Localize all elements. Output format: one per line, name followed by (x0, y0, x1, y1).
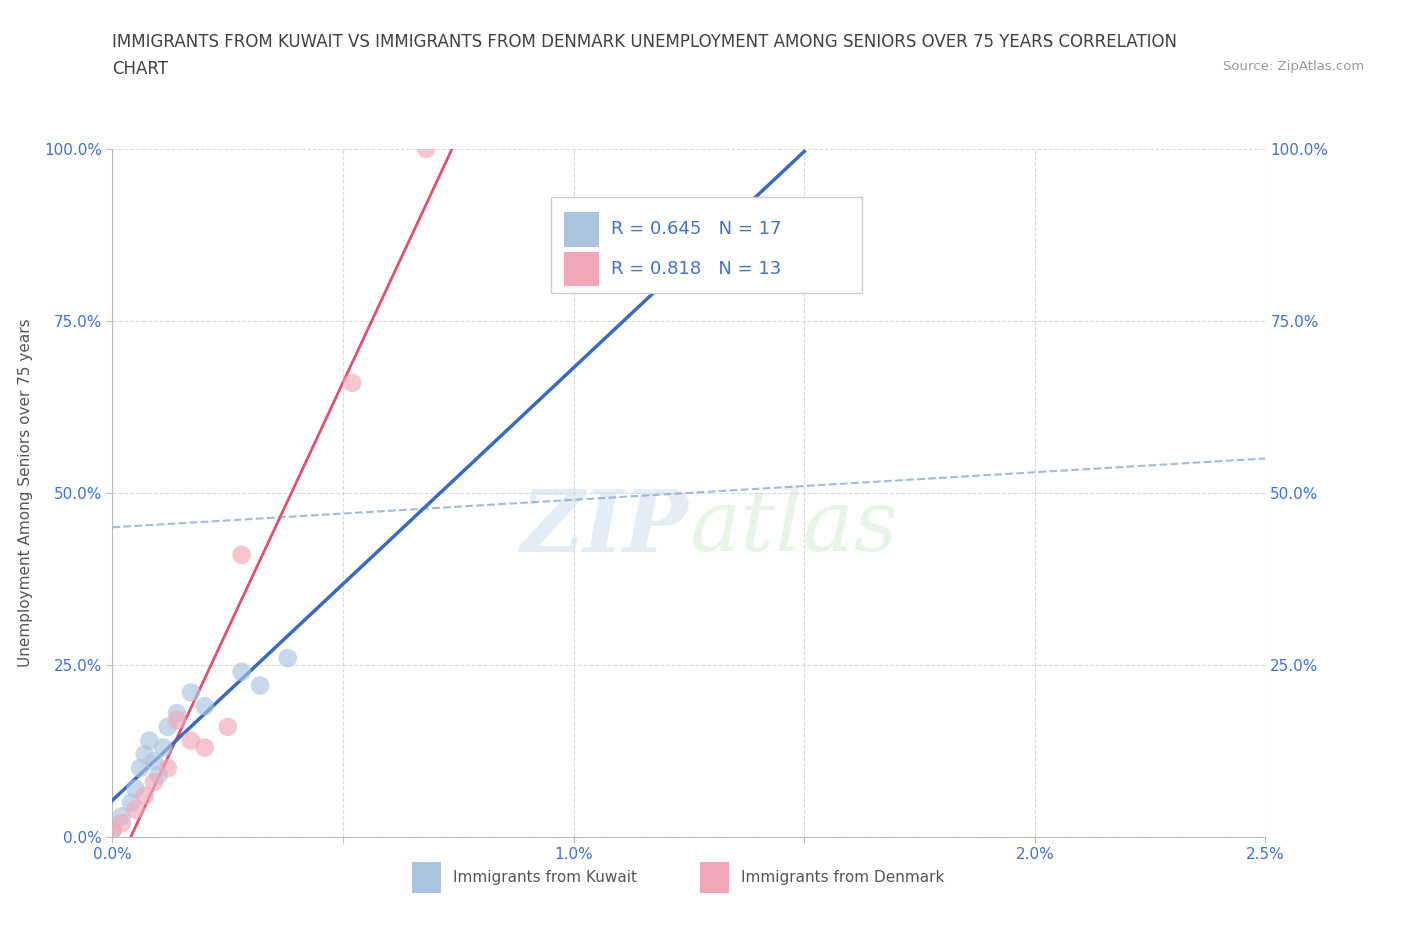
Point (134, 789, 156, 804)
Point (342, 376, 364, 391)
Text: IMMIGRANTS FROM KUWAIT VS IMMIGRANTS FROM DENMARK UNEMPLOYMENT AMONG SENIORS OVE: IMMIGRANTS FROM KUWAIT VS IMMIGRANTS FRO… (112, 33, 1177, 50)
Point (217, 720, 239, 735)
Point (249, 678, 271, 693)
Point (277, 651, 299, 666)
Point (124, 781, 146, 796)
Point (156, 720, 179, 735)
Point (120, 795, 142, 810)
Point (166, 712, 188, 727)
Point (148, 767, 170, 782)
Text: ZIP: ZIP (522, 485, 689, 569)
Point (152, 740, 174, 755)
Point (180, 733, 202, 748)
Y-axis label: Unemployment Among Seniors over 75 years: Unemployment Among Seniors over 75 years (18, 319, 32, 667)
Point (194, 698, 217, 713)
Text: Source: ZipAtlas.com: Source: ZipAtlas.com (1223, 60, 1364, 73)
Text: R = 0.645   N = 17: R = 0.645 N = 17 (610, 220, 782, 238)
Point (138, 733, 160, 748)
Text: atlas: atlas (689, 486, 898, 568)
Point (129, 761, 152, 776)
Point (111, 809, 134, 824)
Text: CHART: CHART (112, 60, 169, 78)
Point (111, 816, 134, 830)
Point (101, 823, 124, 838)
Point (231, 664, 253, 679)
Text: Immigrants from Kuwait: Immigrants from Kuwait (453, 870, 637, 885)
Point (134, 747, 156, 762)
FancyBboxPatch shape (551, 197, 862, 293)
FancyBboxPatch shape (700, 862, 730, 893)
Point (156, 761, 179, 776)
Point (124, 802, 146, 817)
FancyBboxPatch shape (564, 252, 599, 286)
Point (180, 685, 202, 700)
Point (101, 823, 124, 838)
Point (415, 141, 437, 156)
FancyBboxPatch shape (564, 212, 599, 246)
Text: R = 0.818   N = 13: R = 0.818 N = 13 (610, 260, 780, 278)
Point (194, 740, 217, 755)
FancyBboxPatch shape (412, 862, 441, 893)
Text: Immigrants from Denmark: Immigrants from Denmark (741, 870, 945, 885)
Point (143, 754, 166, 769)
Point (166, 706, 188, 721)
Point (143, 775, 166, 790)
Point (231, 548, 253, 563)
